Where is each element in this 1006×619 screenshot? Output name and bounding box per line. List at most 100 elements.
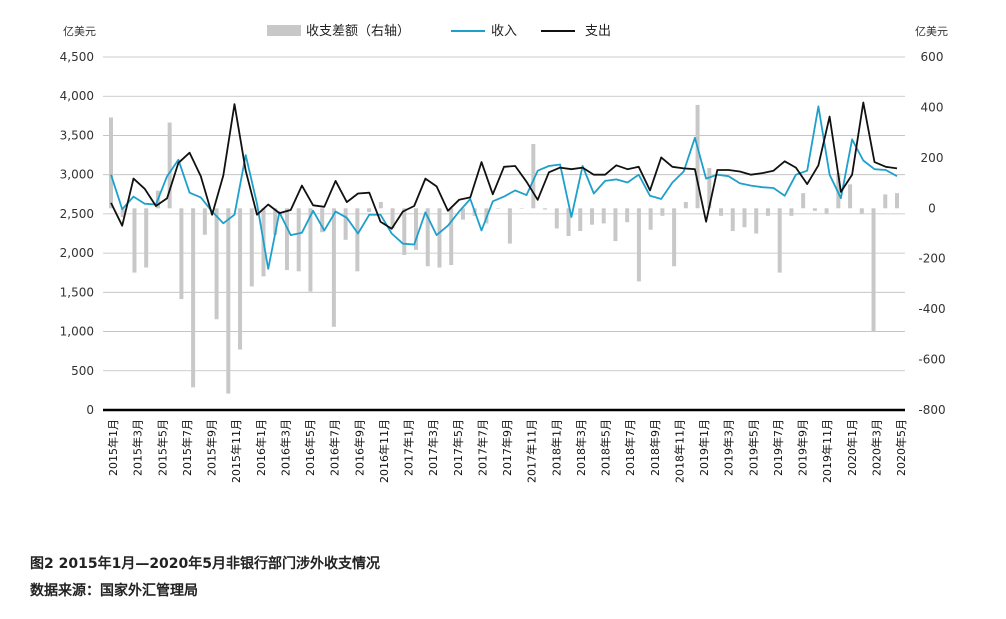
x-tick-label: 2015年11月 bbox=[229, 419, 243, 483]
balance-bar bbox=[414, 208, 419, 250]
x-tick-label: 2015年5月 bbox=[155, 419, 169, 476]
left-tick-label: 1,500 bbox=[60, 285, 94, 299]
balance-bar bbox=[812, 208, 817, 211]
balance-bar bbox=[238, 208, 243, 350]
balance-bar bbox=[613, 208, 618, 242]
balance-bar bbox=[296, 208, 301, 272]
x-tick-label: 2020年5月 bbox=[894, 419, 908, 476]
legend-balance-label: 收支差额（右轴） bbox=[306, 24, 410, 39]
expense-line bbox=[110, 101, 898, 230]
balance-bar bbox=[343, 208, 348, 240]
x-tick-label: 2015年9月 bbox=[205, 419, 219, 476]
balance-bar bbox=[859, 208, 864, 214]
balance-bar bbox=[848, 184, 853, 209]
balance-bar bbox=[132, 208, 137, 273]
balance-bar bbox=[202, 208, 207, 235]
balance-bar bbox=[554, 208, 559, 229]
balance-bar bbox=[449, 208, 454, 266]
right-tick-label: 200 bbox=[921, 151, 944, 165]
x-tick-label: 2015年7月 bbox=[180, 419, 194, 476]
x-tick-label: 2019年5月 bbox=[746, 419, 760, 476]
balance-bar bbox=[191, 208, 196, 388]
balance-bar bbox=[601, 208, 606, 224]
x-tick-label: 2019年9月 bbox=[796, 419, 810, 476]
balance-bar bbox=[672, 208, 677, 267]
right-tick-label: -400 bbox=[918, 302, 945, 316]
left-tick-label: 2,000 bbox=[60, 246, 94, 260]
balance-bar bbox=[425, 208, 430, 267]
balance-bar bbox=[589, 208, 594, 225]
balance-bar bbox=[390, 208, 395, 229]
x-tick-label: 2018年3月 bbox=[574, 419, 588, 476]
x-tick-label: 2016年11月 bbox=[377, 419, 391, 483]
balance-bar bbox=[683, 201, 688, 209]
balance-bar bbox=[496, 208, 501, 209]
balance-bar bbox=[777, 208, 782, 273]
balance-bar bbox=[331, 208, 336, 327]
right-unit-label: 亿美元 bbox=[915, 25, 948, 38]
balance-bar bbox=[824, 208, 829, 214]
balance-bar bbox=[120, 208, 125, 218]
income-line bbox=[110, 105, 898, 270]
x-tick-label: 2015年1月 bbox=[106, 419, 120, 476]
left-unit-label: 亿美元 bbox=[63, 25, 96, 38]
left-tick-label: 500 bbox=[71, 364, 94, 378]
left-tick-label: 4,000 bbox=[60, 89, 94, 103]
balance-bar bbox=[625, 208, 630, 223]
x-tick-label: 2016年3月 bbox=[278, 419, 292, 476]
balance-bar bbox=[707, 167, 712, 209]
figure-caption: 图2 2015年1月—2020年5月非银行部门涉外收支情况 bbox=[30, 556, 381, 572]
balance-bar bbox=[543, 208, 548, 210]
balance-bar bbox=[367, 208, 372, 213]
balance-bar bbox=[660, 208, 665, 216]
balance-bar bbox=[648, 208, 653, 230]
balance-bar bbox=[226, 208, 231, 394]
balance-bar bbox=[742, 208, 747, 228]
balance-bar bbox=[519, 208, 524, 209]
balance-bar bbox=[284, 208, 289, 271]
right-tick-label: -200 bbox=[918, 252, 945, 266]
legend-income-label: 收入 bbox=[491, 24, 517, 39]
balance-bar bbox=[167, 122, 172, 209]
x-tick-label: 2015年3月 bbox=[131, 419, 145, 476]
balance-bar bbox=[460, 208, 465, 220]
x-tick-label: 2017年11月 bbox=[525, 419, 539, 483]
balance-bar bbox=[789, 208, 794, 216]
balance-bar bbox=[719, 208, 724, 216]
x-tick-label: 2018年9月 bbox=[648, 419, 662, 476]
left-tick-label: 3,000 bbox=[60, 168, 94, 182]
x-tick-label: 2019年11月 bbox=[820, 419, 834, 483]
x-tick-label: 2020年1月 bbox=[845, 419, 859, 476]
chart: 0 500 1,000 1,500 2,000 2,500 3,000 3,500 4,000 4… bbox=[60, 24, 948, 483]
balance-bar bbox=[507, 208, 512, 244]
x-tick-label: 2019年7月 bbox=[771, 419, 785, 476]
balance-bar bbox=[273, 208, 278, 235]
x-tick-label: 2017年5月 bbox=[451, 419, 465, 476]
left-tick-label: 2,500 bbox=[60, 207, 94, 221]
x-tick-label: 2016年1月 bbox=[254, 419, 268, 476]
balance-bar bbox=[179, 208, 184, 300]
balance-bar bbox=[578, 208, 583, 231]
source-caption: 数据来源：国家外汇管理局 bbox=[30, 583, 198, 599]
balance-bar bbox=[883, 194, 888, 209]
left-tick-label: 3,500 bbox=[60, 128, 94, 142]
balance-bar bbox=[214, 208, 219, 320]
x-tick-label: 2019年3月 bbox=[722, 419, 736, 476]
left-tick-label: 0 bbox=[86, 403, 94, 417]
x-tick-label: 2019年1月 bbox=[697, 419, 711, 476]
x-tick-label: 2017年1月 bbox=[402, 419, 416, 476]
x-tick-label: 2016年7月 bbox=[328, 419, 342, 476]
x-tick-label: 2016年5月 bbox=[303, 419, 317, 476]
balance-bar bbox=[308, 208, 313, 292]
right-tick-label: 400 bbox=[921, 100, 944, 114]
balance-bar bbox=[144, 208, 149, 268]
balance-bar bbox=[249, 208, 254, 287]
balance-bar bbox=[531, 143, 536, 209]
balance-bar bbox=[437, 208, 442, 268]
balance-bar bbox=[765, 208, 770, 216]
balance-bar bbox=[871, 208, 876, 332]
x-tick-label: 2017年7月 bbox=[475, 419, 489, 476]
balance-bar bbox=[895, 193, 899, 209]
balance-bar bbox=[378, 201, 383, 209]
x-tick-label: 2017年9月 bbox=[500, 419, 514, 476]
